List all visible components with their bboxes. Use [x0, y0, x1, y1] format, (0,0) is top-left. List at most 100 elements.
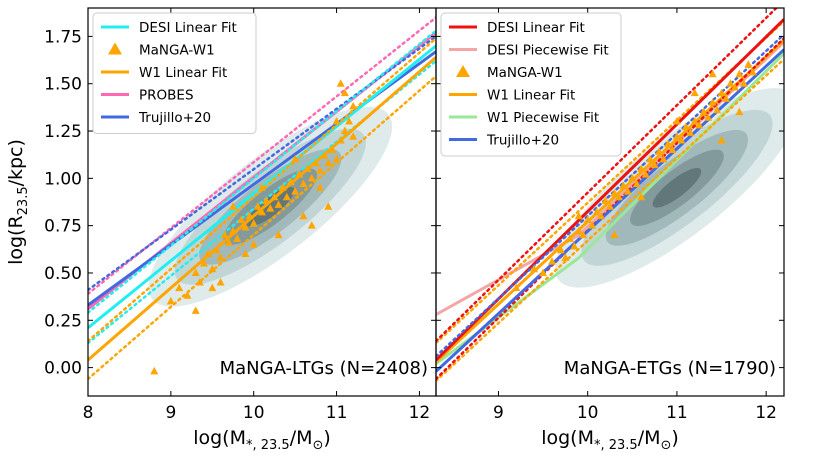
annotation-etgs: MaNGA-ETGs (N=1790) [564, 358, 776, 379]
data-point-l-52 [191, 306, 200, 314]
data-point-l-47 [241, 249, 250, 258]
data-point-r-14 [601, 196, 610, 205]
fit-line-desi-linear-fit-scatter-1 [436, 8, 779, 343]
data-point-l-33 [311, 158, 320, 167]
data-point-l-54 [258, 183, 266, 191]
data-point-r-3 [548, 257, 556, 265]
y-tick-label-3: 0.75 [44, 217, 82, 237]
data-point-r-46 [744, 60, 753, 68]
data-point-l-31 [303, 164, 312, 172]
data-point-r-37 [704, 113, 713, 121]
data-point-l-42 [349, 101, 358, 110]
data-point-r-4 [556, 245, 565, 254]
data-point-l-0 [150, 366, 159, 375]
legend-label-desi-linear-fit: DESI Linear Fit [139, 20, 237, 36]
fit-line-w1-linear-fit [436, 39, 784, 364]
y-tick-label-2: 0.50 [44, 264, 82, 284]
data-point-r-22 [637, 164, 646, 172]
annotation-ltgs: MaNGA-LTGs (N=2408) [220, 358, 428, 379]
data-point-r-21 [632, 179, 641, 188]
data-point-l-25 [278, 183, 287, 191]
data-point-r-1 [530, 264, 539, 273]
data-point-l-5 [195, 277, 204, 286]
data-point-r-20 [628, 173, 637, 182]
data-point-r-12 [592, 207, 601, 216]
data-point-l-18 [249, 219, 258, 227]
data-point-l-53 [229, 202, 237, 210]
y-tick-label-4: 1.00 [44, 169, 82, 189]
data-point-l-44 [324, 202, 333, 210]
data-point-r-25 [650, 160, 659, 169]
y-tick-label-0: 0.00 [44, 359, 82, 379]
fit-line-trujillo-20-scatter-1 [436, 33, 784, 358]
legend-label-desi-linear-fit: DESI Linear Fit [487, 20, 585, 36]
data-point-r-45 [739, 79, 748, 87]
data-point-l-15 [237, 215, 246, 223]
x-tick-label-r-2: 11 [666, 403, 688, 423]
data-point-r-5 [561, 253, 570, 261]
data-point-l-11 [220, 230, 229, 239]
data-point-r-32 [681, 122, 690, 131]
data-point-l-23 [270, 192, 279, 201]
x-tick-label-r-0: 9 [493, 403, 504, 423]
data-point-l-6 [200, 259, 208, 267]
data-point-r-48 [717, 135, 726, 144]
data-point-r-17 [614, 192, 623, 201]
data-point-l-4 [191, 268, 200, 276]
data-point-l-24 [274, 200, 283, 208]
legend-label-desi-piecewise-fit: DESI Piecewise Fit [487, 43, 609, 59]
y-tick-label-5: 1.25 [44, 122, 82, 142]
data-point-l-56 [336, 79, 345, 87]
data-point-r-11 [588, 221, 597, 229]
data-point-l-55 [291, 154, 300, 163]
data-point-l-48 [274, 230, 283, 239]
data-point-l-3 [183, 291, 192, 299]
data-point-l-29 [295, 170, 304, 178]
data-point-r-51 [574, 211, 583, 220]
data-point-l-37 [328, 145, 337, 153]
legend-label-w1-linear-fit: W1 Linear Fit [487, 88, 575, 104]
fit-line-w1-linear-fit-scatter-1 [436, 57, 784, 383]
data-point-r-6 [565, 234, 574, 242]
fit-line-desi-linear-fit-scatter-2 [436, 37, 784, 381]
panel-etgs: 9 10 11 12 DESI Linear Fit DESI Piecewise Fi… [435, 7, 785, 423]
data-point-l-35 [320, 151, 329, 159]
data-point-r-30 [672, 132, 681, 140]
data-point-l-7 [204, 249, 213, 258]
x-tick-label-l-1: 9 [165, 403, 176, 423]
panel-ltgs: 8 9 10 11 12 0.00 0.25 0.50 0.75 1.00 1.25 1.50 1.75… [44, 7, 437, 423]
data-point-l-46 [216, 277, 225, 286]
legend-label-manga-w1: MaNGA-W1 [139, 43, 215, 59]
data-point-l-22 [266, 204, 275, 212]
fit-line-desi-linear-fit-scatter-2 [88, 29, 436, 314]
data-point-r-26 [655, 147, 664, 155]
y-tick-label-1: 0.25 [44, 311, 82, 331]
data-point-r-16 [610, 188, 619, 197]
data-point-l-1 [166, 296, 175, 305]
legend-label-probes: PROBES [139, 88, 194, 104]
data-point-r-36 [699, 107, 708, 116]
legend-swatch-manga-w1 [108, 42, 122, 55]
data-point-l-26 [282, 192, 291, 201]
data-point-r-39 [713, 105, 722, 114]
data-point-r-40 [717, 88, 726, 97]
legend-label-manga-w1: MaNGA-W1 [487, 65, 563, 81]
data-point-r-52 [735, 107, 744, 116]
data-point-l-50 [332, 117, 341, 125]
x-axis-label-right: log(M*, 23.5/M⊙) [541, 427, 679, 453]
density-contour-r-5 [652, 168, 702, 208]
data-point-r-8 [574, 226, 583, 235]
data-point-r-43 [730, 82, 739, 91]
legend-label-trujillo-20: Trujillo+20 [486, 133, 559, 149]
data-point-l-57 [307, 221, 316, 229]
data-point-l-41 [345, 117, 353, 125]
data-point-l-9 [212, 245, 221, 254]
x-tick-label-l-2: 10 [243, 403, 265, 423]
data-point-l-12 [224, 238, 233, 246]
data-point-r-49 [690, 88, 699, 97]
x-tick-label-l-3: 11 [326, 403, 348, 423]
data-point-l-8 [208, 264, 217, 273]
data-point-l-28 [291, 187, 300, 195]
data-point-l-51 [349, 132, 358, 140]
